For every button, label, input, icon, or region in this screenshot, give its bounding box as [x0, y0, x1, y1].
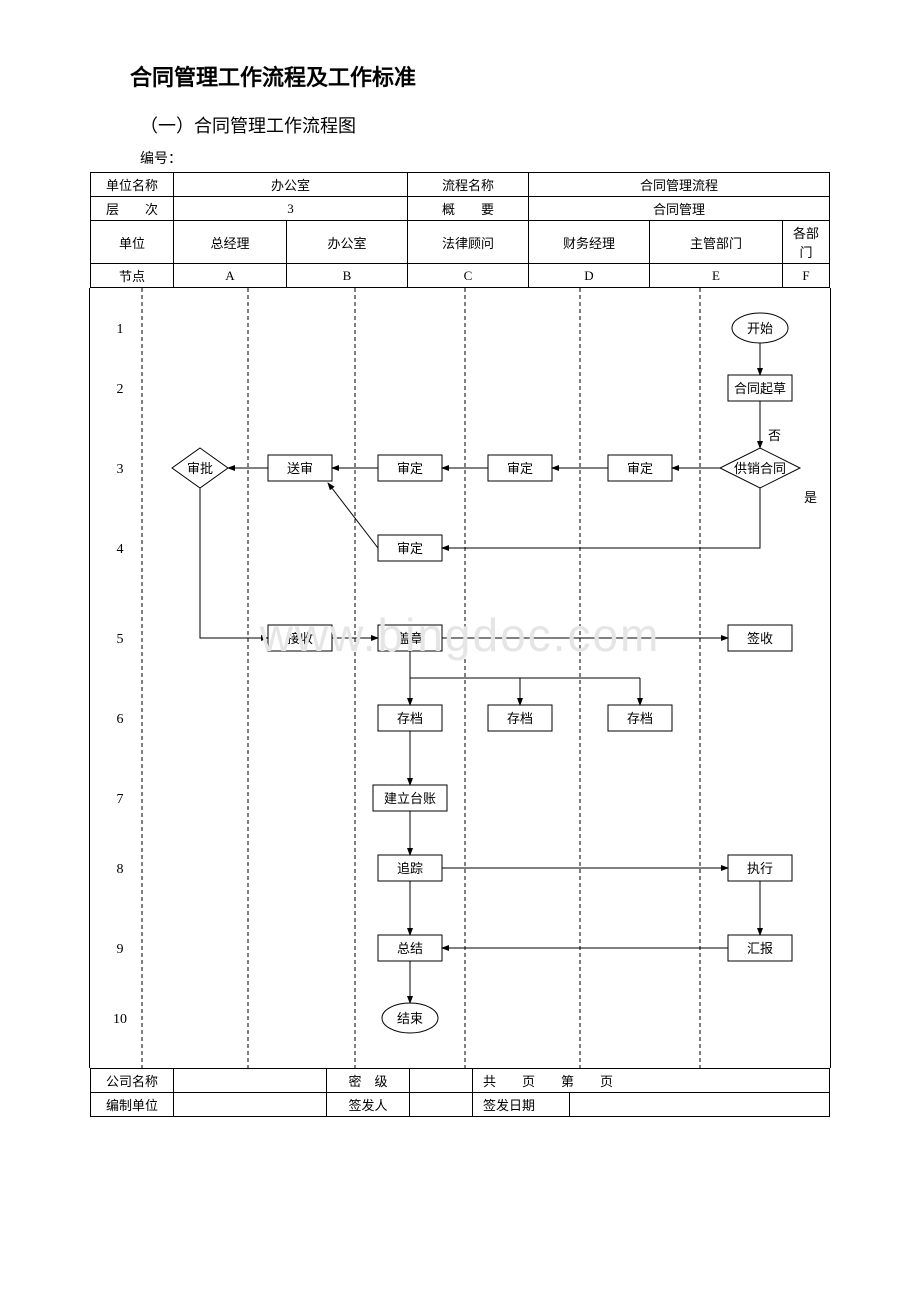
hdr-r4e: E — [650, 264, 783, 288]
hdr-r1c3: 流程名称 — [408, 173, 529, 197]
hdr-r4c1: 节点 — [91, 264, 174, 288]
ledger-node-label: 建立台账 — [384, 791, 436, 806]
hdr-r2c1: 层 次 — [91, 197, 174, 221]
hdr-r3a: 总经理 — [174, 221, 287, 264]
flowchart-container: www.bingdoc.com 12345678910开始合同起草供销合同审定审… — [89, 288, 831, 1068]
hdr-r3b: 办公室 — [287, 221, 408, 264]
draft-node-label: 合同起草 — [734, 381, 786, 396]
ftr-r2c5: 签发日期 — [473, 1093, 570, 1117]
stamp-node-label: 盖章 — [397, 631, 423, 646]
hdr-r4d: D — [529, 264, 650, 288]
ftr-r2c4 — [410, 1093, 473, 1117]
start-node-label: 开始 — [747, 321, 773, 336]
end-node-label: 结束 — [397, 1011, 423, 1026]
hdr-r1c2: 办公室 — [174, 173, 408, 197]
ftr-r2c6 — [570, 1093, 830, 1117]
decision-node-label: 供销合同 — [734, 461, 786, 476]
summary-node-label: 总结 — [397, 941, 423, 956]
section-title: （一）合同管理工作流程图 — [140, 112, 870, 138]
svg-text:7: 7 — [117, 792, 124, 807]
hdr-r3c: 法律顾问 — [408, 221, 529, 264]
flowchart-svg: 12345678910开始合同起草供销合同审定审定审定送审审批否审定是接收盖章签… — [90, 288, 830, 1068]
svg-text:5: 5 — [117, 632, 124, 647]
svg-text:3: 3 — [117, 462, 124, 477]
ftr-r1c4 — [410, 1069, 473, 1093]
page-title: 合同管理工作流程及工作标准 — [130, 60, 870, 92]
hdr-r2c2: 3 — [174, 197, 408, 221]
hdr-r3e: 主管部门 — [650, 221, 783, 264]
hdr-r2c4: 合同管理 — [529, 197, 830, 221]
hdr-r4f: F — [783, 264, 830, 288]
ftr-r2c1: 编制单位 — [91, 1093, 174, 1117]
hdr-r4c: C — [408, 264, 529, 288]
hdr-r3d: 财务经理 — [529, 221, 650, 264]
serial-label: 编号： — [140, 148, 870, 168]
approve-node-label: 审批 — [187, 461, 213, 476]
review-d-node-label: 审定 — [507, 461, 533, 476]
svg-text:10: 10 — [113, 1012, 127, 1027]
review-e-node-label: 审定 — [627, 461, 653, 476]
report-node-label: 汇报 — [747, 941, 773, 956]
no-label: 否 — [768, 428, 781, 443]
svg-text:9: 9 — [117, 942, 124, 957]
hdr-r1c1: 单位名称 — [91, 173, 174, 197]
send-node-label: 送审 — [287, 461, 313, 476]
archive-d-node-label: 存档 — [507, 711, 533, 726]
ftr-r1c3: 密 级 — [327, 1069, 410, 1093]
yes-label: 是 — [804, 490, 817, 505]
receive-node-label: 接收 — [287, 631, 313, 646]
hdr-r2c3: 概 要 — [408, 197, 529, 221]
review-c3-node-label: 审定 — [397, 461, 423, 476]
review-c4-node-label: 审定 — [397, 541, 423, 556]
header-table: 单位名称 办公室 流程名称 合同管理流程 层 次 3 概 要 合同管理 单位 总… — [90, 172, 830, 288]
hdr-r4a: A — [174, 264, 287, 288]
ftr-r2c2 — [174, 1093, 327, 1117]
ftr-r1c1: 公司名称 — [91, 1069, 174, 1093]
footer-table: 公司名称 密 级 共 页 第 页 编制单位 签发人 签发日期 — [90, 1068, 830, 1117]
track-node-label: 追踪 — [397, 861, 423, 876]
svg-text:4: 4 — [117, 542, 124, 557]
svg-text:6: 6 — [117, 712, 124, 727]
archive-c-node-label: 存档 — [397, 711, 423, 726]
svg-text:8: 8 — [117, 862, 124, 877]
svg-text:1: 1 — [117, 322, 124, 337]
hdr-r4b: B — [287, 264, 408, 288]
signin-node-label: 签收 — [747, 631, 773, 646]
archive-e-node-label: 存档 — [627, 711, 653, 726]
ftr-r2c3: 签发人 — [327, 1093, 410, 1117]
execute-node-label: 执行 — [747, 861, 773, 876]
hdr-r3f: 各部门 — [783, 221, 830, 264]
svg-text:2: 2 — [117, 382, 124, 397]
ftr-r1c2 — [174, 1069, 327, 1093]
hdr-r3c1: 单位 — [91, 221, 174, 264]
hdr-r1c4: 合同管理流程 — [529, 173, 830, 197]
ftr-r1c5: 共 页 第 页 — [473, 1069, 830, 1093]
